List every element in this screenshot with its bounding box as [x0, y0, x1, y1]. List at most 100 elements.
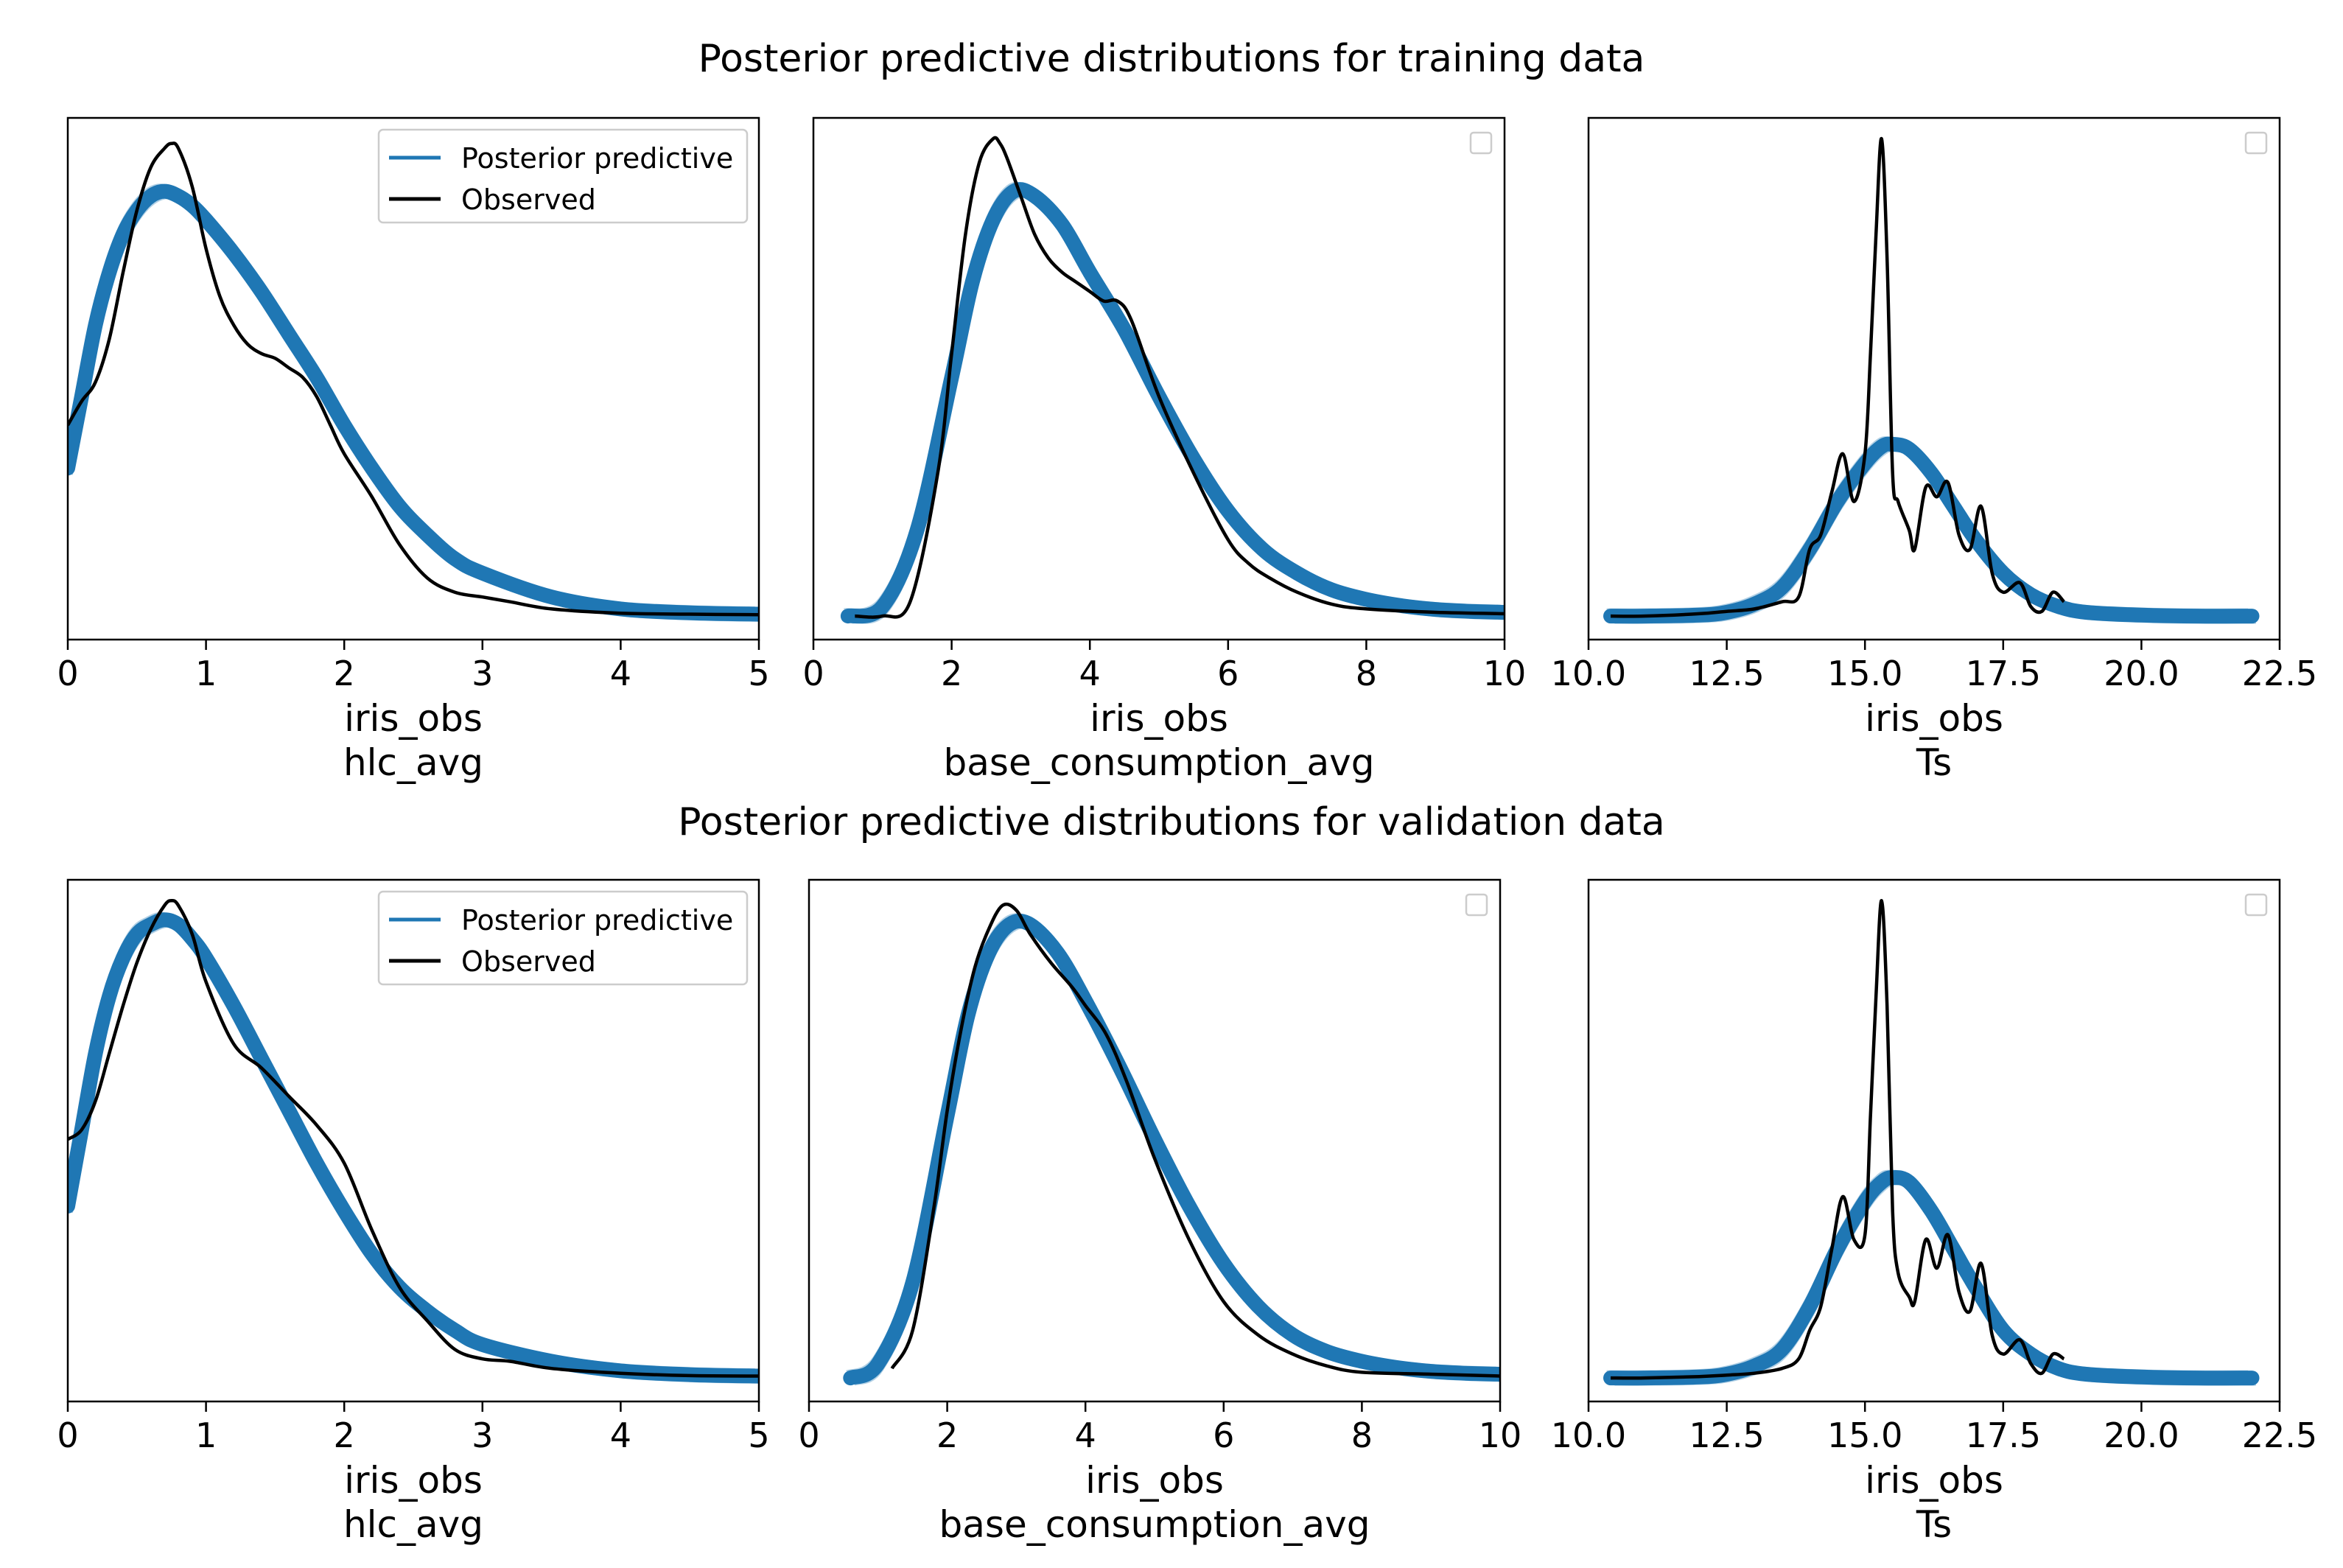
plot-area [68, 898, 759, 1384]
observed-line [855, 136, 1505, 619]
legend-observed-label: Observed [461, 183, 596, 216]
posterior-predictive-line [843, 913, 1500, 1386]
x-tick-label: 10.0 [1551, 654, 1626, 693]
posterior-draw-line [68, 189, 759, 615]
x-tick-label: 1 [195, 654, 217, 693]
observed-line [890, 902, 1500, 1378]
observed-line [1610, 137, 2065, 618]
x-axis-label-name: base_consumption_avg [939, 1503, 1370, 1546]
x-axis-label-variable: iris_obs [1085, 1459, 1224, 1502]
legend-box [377, 890, 749, 986]
x-tick-label: 4 [610, 1415, 631, 1455]
x-tick-label: 4 [1079, 654, 1101, 693]
x-tick-label: 12.5 [1689, 1415, 1764, 1455]
posterior-draw-line [850, 920, 1500, 1381]
x-tick-label: 4 [1075, 1415, 1096, 1455]
x-tick-label: 10 [1483, 654, 1527, 693]
x-tick-label: 2 [334, 654, 355, 693]
x-tick-label: 0 [802, 654, 824, 693]
posterior-draw-line [68, 192, 759, 618]
x-tick-label: 4 [610, 654, 631, 693]
posterior-predictive-line [68, 183, 759, 622]
observed-line [1610, 899, 2065, 1380]
posterior-predictive-line [1603, 1170, 2260, 1386]
posterior-draw-line [68, 187, 757, 613]
x-tick-label: 2 [936, 1415, 958, 1455]
x-axis-label-name: base_consumption_avg [944, 741, 1375, 784]
posterior-predictive-line [840, 182, 1505, 624]
axes-frame [812, 116, 1506, 641]
posterior-predictive-line [68, 912, 759, 1384]
legend-predictive-label: Posterior predictive [461, 142, 733, 175]
x-tick-label: 5 [748, 1415, 769, 1455]
posterior-draw-line [68, 191, 759, 617]
x-tick-label: 17.5 [1966, 654, 2041, 693]
axes-frame [1587, 116, 2281, 641]
x-tick-label: 3 [472, 654, 493, 693]
legend: Posterior predictive Observed [377, 890, 749, 986]
x-tick-label: 15.0 [1827, 1415, 1902, 1455]
x-tick-label: 15.0 [1827, 654, 1902, 693]
x-axis-label-variable: iris_obs [344, 697, 483, 740]
x-tick-label: 6 [1213, 1415, 1234, 1455]
plot-area [843, 902, 1500, 1386]
posterior-draw-line [68, 186, 757, 611]
axes-frame [66, 878, 760, 1403]
axes-frame [66, 116, 760, 641]
legend: Posterior predictive Observed [377, 128, 749, 224]
x-tick-label: 3 [472, 1415, 493, 1455]
x-tick-label: 2 [334, 1415, 355, 1455]
x-tick-label: 8 [1351, 1415, 1373, 1455]
x-tick-label: 0 [57, 1415, 78, 1455]
posterior-draw-line [68, 183, 755, 609]
x-tick-label: 22.5 [2242, 1415, 2317, 1455]
training-section-title: Posterior predictive distributions for t… [698, 37, 1645, 81]
x-tick-label: 22.5 [2242, 654, 2317, 693]
x-axis-label-variable: iris_obs [1090, 697, 1228, 740]
posterior-draw-line [69, 923, 759, 1382]
empty-legend-box [1465, 893, 1488, 917]
x-tick-label: 20.0 [2104, 1415, 2179, 1455]
legend-predictive-label: Posterior predictive [461, 904, 733, 937]
x-tick-label: 1 [195, 1415, 217, 1455]
axes-frame [1587, 878, 2281, 1403]
x-tick-label: 10 [1479, 1415, 1522, 1455]
x-tick-label: 8 [1356, 654, 1377, 693]
empty-legend-box [1469, 131, 1493, 155]
x-tick-label: 17.5 [1966, 1415, 2041, 1455]
x-axis-label-name: Ts [1916, 1503, 1952, 1546]
empty-legend-box [2244, 893, 2268, 917]
x-tick-label: 10.0 [1551, 1415, 1626, 1455]
x-tick-label: 0 [57, 654, 78, 693]
posterior-draw-line [851, 922, 1500, 1382]
legend-box [377, 128, 749, 224]
posterior-draw-line [70, 197, 759, 622]
x-tick-label: 20.0 [2104, 654, 2179, 693]
empty-legend-box [2244, 131, 2268, 155]
observed-line [68, 898, 759, 1378]
x-tick-label: 12.5 [1689, 654, 1764, 693]
x-axis-label-variable: iris_obs [344, 1459, 483, 1502]
validation-section-title: Posterior predictive distributions for v… [678, 800, 1665, 844]
posterior-draw-line [69, 195, 759, 620]
x-tick-label: 5 [748, 654, 769, 693]
axes-frame [808, 878, 1502, 1403]
posterior-draw-line [854, 926, 1500, 1386]
observed-line [68, 141, 759, 617]
x-axis-label-name: hlc_avg [343, 741, 483, 784]
legend-observed-label: Observed [461, 945, 596, 978]
x-axis-label-name: hlc_avg [343, 1503, 483, 1546]
x-axis-label-name: Ts [1916, 741, 1952, 784]
posterior-draw-line [70, 925, 759, 1384]
x-tick-label: 6 [1217, 654, 1239, 693]
x-tick-label: 2 [941, 654, 962, 693]
x-axis-label-variable: iris_obs [1865, 697, 2003, 740]
posterior-predictive-band [68, 183, 759, 622]
